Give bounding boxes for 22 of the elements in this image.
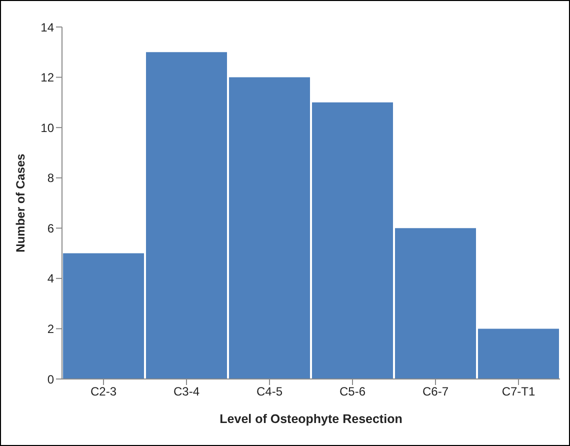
- bar: [478, 328, 559, 379]
- x-tick-label: C4-5: [256, 384, 283, 399]
- y-tick-label: 14: [40, 20, 54, 34]
- y-tick-label: 6: [47, 221, 54, 236]
- bar: [312, 102, 393, 379]
- x-tick-label: C7-T1: [502, 384, 536, 399]
- x-tick-label: C5-6: [339, 384, 366, 399]
- x-tick-label: C6-7: [422, 384, 449, 399]
- bar: [229, 77, 310, 379]
- y-tick-label: 0: [47, 372, 54, 386]
- bar: [395, 228, 476, 379]
- y-tick-label: 4: [47, 272, 54, 286]
- x-tick-label: C3-4: [173, 384, 200, 399]
- y-axis-title: Number of Cases: [13, 153, 28, 252]
- x-tick-label: C2-3: [90, 384, 117, 399]
- y-tick-label: 12: [40, 70, 54, 85]
- bar: [146, 52, 227, 379]
- y-tick-label: 10: [40, 120, 54, 135]
- bar: [63, 253, 144, 379]
- y-tick-label: 2: [47, 322, 54, 336]
- x-axis-title: Level of Osteophyte Resection: [220, 412, 402, 426]
- y-tick-label: 8: [47, 171, 54, 186]
